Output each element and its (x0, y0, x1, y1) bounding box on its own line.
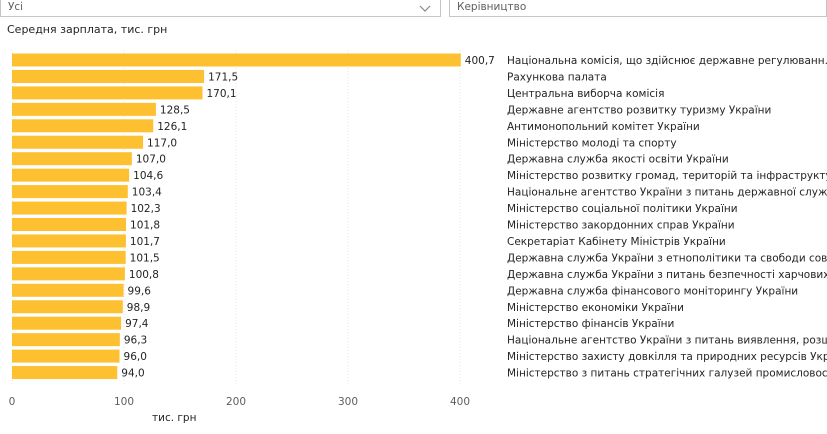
x-tick-label: 300 (338, 396, 358, 408)
data-label: 104,6 (133, 170, 163, 182)
data-label: 171,5 (208, 71, 238, 83)
bar[interactable] (12, 135, 144, 149)
data-label: 126,1 (157, 121, 187, 133)
data-label: 97,4 (125, 318, 149, 330)
bar[interactable] (12, 102, 156, 116)
bar[interactable] (12, 300, 123, 314)
category-label: Міністерство молоді та спорту (507, 137, 677, 149)
category-label: Державна служба якості освіти України (507, 154, 729, 166)
bar[interactable] (12, 168, 130, 182)
data-label: 128,5 (160, 104, 190, 116)
chart-title: Середня зарплата, тис. грн (7, 23, 168, 36)
chevron-down-icon[interactable] (418, 0, 432, 19)
data-label: 96,3 (124, 335, 147, 347)
x-tick-label: 200 (226, 396, 246, 408)
bar[interactable] (12, 267, 125, 281)
bar[interactable] (12, 69, 205, 83)
category-label: Міністерство соціальної політики України (507, 203, 738, 215)
category-label: Центральна виборча комісія (507, 88, 664, 100)
filter-selected-value: Усі (8, 1, 24, 13)
bar[interactable] (12, 333, 120, 347)
bar[interactable] (12, 218, 127, 231)
bar[interactable] (12, 349, 120, 363)
category-label: Державна служба України з етнополітики т… (507, 252, 827, 264)
category-label: Міністерство захисту довкілля та природн… (507, 351, 827, 363)
category-label: Міністерство з питань стратегічних галуз… (507, 368, 827, 380)
category-label: Секретаріат Кабінету Міністрів України (507, 236, 726, 248)
data-label: 102,3 (131, 203, 161, 215)
x-axis-title: тис. грн (152, 412, 196, 424)
category-label: Національне агентство України з питань д… (507, 187, 827, 199)
category-label: Міністерство закордонних справ України (507, 220, 735, 232)
category-label: Рахункова палата (507, 71, 607, 83)
category-label: Державна служба України з питань безпечн… (507, 269, 827, 281)
data-label: 94,0 (121, 368, 144, 380)
category-label: Міністерство фінансів України (507, 318, 674, 330)
filter-dropdown-leadership[interactable]: Керівництво (449, 0, 827, 17)
data-label: 101,7 (130, 236, 160, 248)
bar[interactable] (12, 53, 461, 67)
data-label: 103,4 (132, 187, 162, 199)
bar[interactable] (12, 86, 203, 100)
data-label: 100,8 (129, 269, 159, 281)
data-label: 170,1 (207, 88, 237, 100)
category-label: Міністерство розвитку громад, територій … (507, 170, 827, 182)
category-label: Антимонопольний комітет України (507, 121, 700, 133)
data-label: 107,0 (136, 154, 166, 166)
data-label: 96,0 (124, 351, 147, 363)
bar[interactable] (12, 201, 127, 215)
data-label: 101,5 (130, 252, 160, 264)
bar[interactable] (12, 316, 122, 330)
filter-selected-value: Керівництво (457, 1, 527, 13)
data-label: 98,9 (127, 302, 150, 314)
category-label: Міністерство економіки України (507, 302, 684, 314)
bar[interactable] (12, 250, 126, 264)
bar[interactable] (12, 119, 154, 133)
data-label: 400,7 (465, 55, 495, 67)
bar[interactable] (12, 185, 128, 199)
category-label: Державне агентство розвитку туризму Укра… (507, 104, 771, 116)
bar[interactable] (12, 366, 118, 380)
category-label: Державна служба фінансового моніторингу … (507, 285, 798, 297)
category-label: Національна комісія, що здійснює державн… (507, 55, 827, 67)
category-label: Національне агентство України з питань в… (507, 335, 827, 347)
x-tick-label: 100 (114, 396, 134, 408)
bar[interactable] (12, 234, 126, 248)
x-tick-label: 0 (9, 396, 16, 408)
data-label: 117,0 (147, 137, 177, 149)
x-tick-label: 400 (450, 396, 470, 408)
data-label: 101,8 (130, 220, 160, 232)
bar[interactable] (12, 152, 132, 166)
bar[interactable] (12, 283, 124, 297)
filter-dropdown-all[interactable]: Усі (0, 0, 441, 17)
data-label: 99,6 (128, 285, 152, 297)
